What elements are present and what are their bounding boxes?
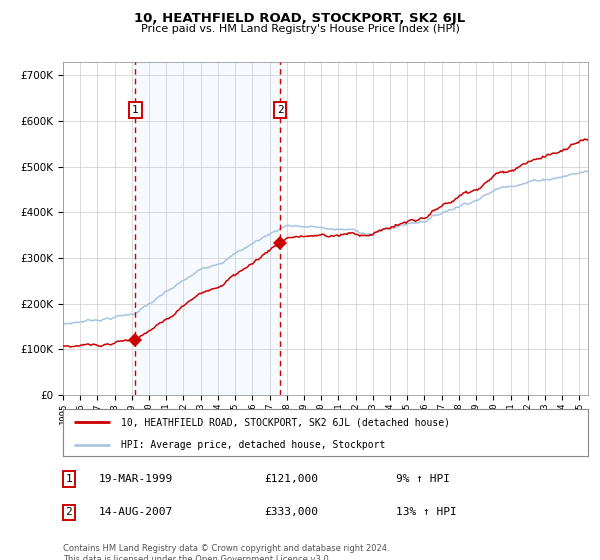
- Text: £333,000: £333,000: [264, 507, 318, 517]
- Text: 19-MAR-1999: 19-MAR-1999: [99, 474, 173, 484]
- Text: 2: 2: [65, 507, 73, 517]
- Text: 9% ↑ HPI: 9% ↑ HPI: [396, 474, 450, 484]
- Text: 10, HEATHFIELD ROAD, STOCKPORT, SK2 6JL (detached house): 10, HEATHFIELD ROAD, STOCKPORT, SK2 6JL …: [121, 417, 450, 427]
- Text: 1: 1: [65, 474, 73, 484]
- Text: £121,000: £121,000: [264, 474, 318, 484]
- Text: Contains HM Land Registry data © Crown copyright and database right 2024.
This d: Contains HM Land Registry data © Crown c…: [63, 544, 389, 560]
- Text: 1: 1: [132, 105, 139, 115]
- Bar: [136, 62, 280, 395]
- Text: 13% ↑ HPI: 13% ↑ HPI: [396, 507, 457, 517]
- Text: 2: 2: [277, 105, 284, 115]
- Text: HPI: Average price, detached house, Stockport: HPI: Average price, detached house, Stoc…: [121, 440, 385, 450]
- Text: 10, HEATHFIELD ROAD, STOCKPORT, SK2 6JL: 10, HEATHFIELD ROAD, STOCKPORT, SK2 6JL: [134, 12, 466, 25]
- Text: Price paid vs. HM Land Registry's House Price Index (HPI): Price paid vs. HM Land Registry's House …: [140, 24, 460, 34]
- Text: 14-AUG-2007: 14-AUG-2007: [99, 507, 173, 517]
